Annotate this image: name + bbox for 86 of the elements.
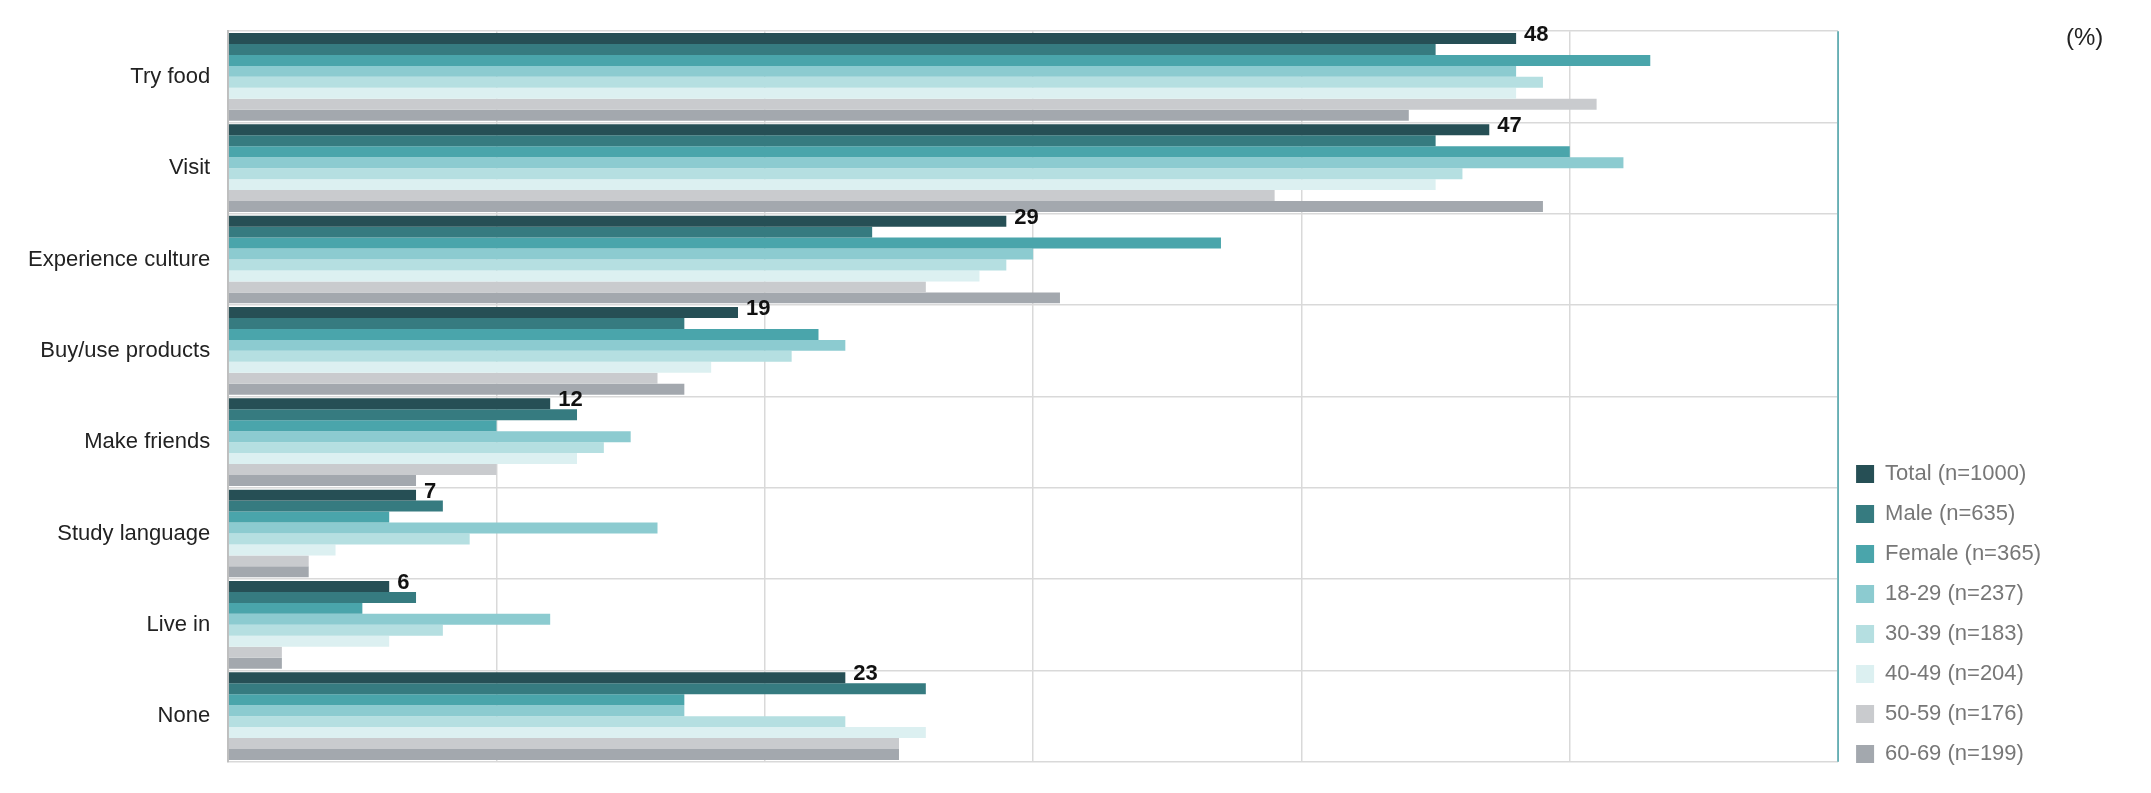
data-label: 6 <box>397 569 410 594</box>
bar <box>228 566 309 578</box>
bar <box>228 190 1275 202</box>
bar <box>228 672 846 684</box>
bar <box>228 464 497 476</box>
y-tick-label: Visit <box>169 154 211 180</box>
bar <box>228 442 604 454</box>
bar <box>228 453 578 465</box>
bar <box>228 65 1517 77</box>
bar <box>228 270 980 282</box>
bar <box>228 248 1034 260</box>
bar <box>228 522 658 534</box>
bar <box>228 602 363 614</box>
bar <box>228 727 926 739</box>
data-label: 12 <box>558 386 583 412</box>
bar <box>228 307 738 318</box>
text: (%) <box>2066 22 2104 50</box>
bar <box>228 749 899 760</box>
data-label: 47 <box>1497 112 1522 138</box>
legend-label: Male (n=635) <box>1885 500 2016 526</box>
legend-label: 30-39 (n=183) <box>1885 620 2024 646</box>
bar <box>228 738 899 750</box>
bar <box>228 157 1624 169</box>
bar <box>228 580 390 592</box>
data-label: 19 <box>746 295 771 321</box>
bar <box>228 317 685 329</box>
bar <box>228 657 282 669</box>
y-tick-label: Live in <box>146 610 211 636</box>
bar <box>228 613 551 625</box>
bar <box>228 420 497 432</box>
bar <box>228 237 1221 249</box>
bar <box>228 705 685 717</box>
y-tick-label: Buy/use products <box>40 336 211 362</box>
bar <box>228 146 1570 158</box>
bar <box>228 87 1517 99</box>
bar <box>228 475 417 486</box>
bar <box>228 489 417 501</box>
bar <box>228 179 1436 191</box>
bar <box>228 511 390 523</box>
bar <box>228 716 846 728</box>
y-tick-label: Try food <box>130 62 211 88</box>
bar <box>228 635 390 647</box>
bar <box>228 398 551 410</box>
legend-label: 60-69 (n=199) <box>1885 740 2024 766</box>
bar <box>228 168 1463 180</box>
bar <box>228 76 1543 88</box>
bar <box>228 624 443 636</box>
bar <box>228 98 1597 110</box>
y-tick-label: Study language <box>57 519 211 545</box>
y-tick-label: Make friends <box>84 428 211 454</box>
bar <box>228 500 443 512</box>
data-label: 29 <box>1014 203 1039 229</box>
bar <box>228 259 1007 271</box>
bar <box>228 555 309 567</box>
y-tick-label: None <box>157 702 211 728</box>
data-label: 48 <box>1524 21 1549 47</box>
y-tick-label: Experience culture <box>27 245 211 271</box>
legend-label: Total (n=1000) <box>1885 460 2027 486</box>
bar <box>228 646 282 658</box>
bar <box>228 281 926 293</box>
legend-label: 40-49 (n=204) <box>1885 660 2024 686</box>
legend-label: 50-59 (n=176) <box>1885 700 2024 726</box>
bar <box>228 372 658 384</box>
bar <box>228 33 1517 44</box>
bar <box>228 109 1409 121</box>
bar <box>228 409 578 421</box>
bar <box>228 135 1436 147</box>
bar <box>228 328 819 340</box>
bar <box>228 694 685 706</box>
bar <box>228 361 712 373</box>
bar <box>228 339 846 351</box>
bar <box>228 215 1007 227</box>
bar <box>228 533 470 545</box>
legend-label: 18-29 (n=237) <box>1885 580 2024 606</box>
data-label: 7 <box>424 477 437 503</box>
legend-label: Female (n=365) <box>1885 540 2042 566</box>
bar <box>228 43 1436 55</box>
bar <box>228 226 873 238</box>
bar <box>228 431 631 443</box>
bar <box>228 683 926 695</box>
bar <box>228 544 336 556</box>
data-label: 23 <box>853 660 878 686</box>
bar <box>228 350 792 362</box>
bar <box>228 54 1651 66</box>
bar <box>228 591 417 603</box>
bar <box>228 124 1490 136</box>
